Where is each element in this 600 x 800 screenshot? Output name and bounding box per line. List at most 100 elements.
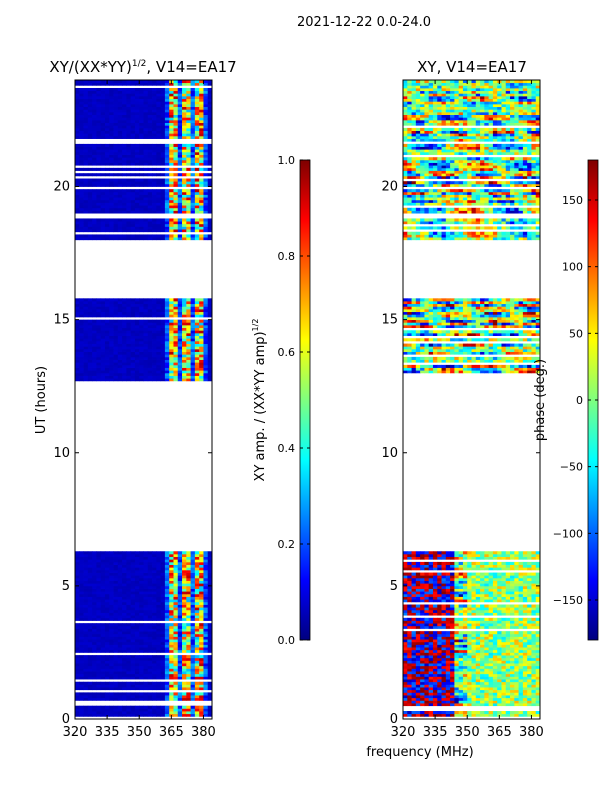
heatmap-cell bbox=[190, 567, 196, 571]
heatmap-cell bbox=[117, 705, 123, 709]
heatmap-cell bbox=[518, 697, 524, 701]
heatmap-cell bbox=[407, 684, 412, 688]
heatmap-cell bbox=[177, 676, 183, 680]
heatmap-cell bbox=[104, 159, 110, 163]
heatmap-cell bbox=[126, 676, 132, 680]
heatmap-cell bbox=[407, 687, 412, 691]
heatmap-cell bbox=[535, 665, 541, 669]
heatmap-cell bbox=[497, 700, 502, 704]
heatmap-cell bbox=[182, 151, 187, 155]
heatmap-cell bbox=[432, 695, 438, 699]
heatmap-cell bbox=[177, 633, 183, 637]
heatmap-cell bbox=[199, 575, 204, 579]
heatmap-cell bbox=[130, 599, 136, 603]
heatmap-cell bbox=[492, 676, 498, 680]
heatmap-cell bbox=[100, 218, 106, 222]
heatmap-cell bbox=[130, 162, 136, 166]
heatmap-cell bbox=[75, 577, 80, 581]
heatmap-cell bbox=[134, 362, 140, 366]
heatmap-cell bbox=[75, 159, 80, 163]
heatmap-cell bbox=[100, 205, 106, 209]
heatmap-cell bbox=[156, 593, 162, 597]
heatmap-cell bbox=[527, 681, 532, 685]
heatmap-cell bbox=[130, 205, 136, 209]
heatmap-cell bbox=[79, 151, 84, 155]
heatmap-cell bbox=[79, 103, 84, 108]
heatmap-cell bbox=[139, 300, 144, 305]
heatmap-cell bbox=[96, 615, 102, 619]
heatmap-cell bbox=[194, 556, 200, 560]
heatmap-cell bbox=[160, 559, 166, 563]
heatmap-cell bbox=[182, 183, 187, 187]
heatmap-cell bbox=[113, 125, 119, 129]
heatmap-cell bbox=[182, 103, 187, 108]
heatmap-cell bbox=[194, 327, 200, 331]
heatmap-cell bbox=[147, 631, 153, 635]
heatmap-cell bbox=[415, 695, 421, 699]
heatmap-cell bbox=[147, 205, 153, 209]
heatmap-cell bbox=[83, 330, 89, 334]
heatmap-cell bbox=[173, 577, 179, 581]
heatmap-cell bbox=[104, 559, 110, 563]
heatmap-cell bbox=[109, 596, 114, 600]
heatmap-cell bbox=[75, 596, 80, 600]
heatmap-cell bbox=[139, 596, 144, 600]
heatmap-cell bbox=[203, 103, 209, 108]
heatmap-cell bbox=[190, 708, 196, 712]
heatmap-cell bbox=[130, 623, 136, 627]
heatmap-cell bbox=[160, 234, 166, 238]
heatmap-cell bbox=[428, 676, 434, 680]
heatmap-cell bbox=[207, 354, 213, 358]
heatmap-cell bbox=[152, 95, 157, 100]
heatmap-cell bbox=[122, 221, 127, 225]
heatmap-cell bbox=[147, 362, 153, 366]
heatmap-cell bbox=[199, 567, 204, 571]
heatmap-cell bbox=[83, 300, 89, 305]
heatmap-cell bbox=[147, 673, 153, 677]
heatmap-cell bbox=[75, 335, 80, 339]
heatmap-cell bbox=[147, 207, 153, 211]
heatmap-cell bbox=[117, 229, 123, 233]
heatmap-cell bbox=[130, 593, 136, 597]
heatmap-cell bbox=[531, 687, 537, 691]
heatmap-cell bbox=[164, 327, 170, 331]
heatmap-cell bbox=[199, 330, 204, 334]
heatmap-cell bbox=[182, 98, 187, 102]
heatmap-cell bbox=[126, 580, 132, 584]
heatmap-cell bbox=[199, 375, 204, 379]
heatmap-cell bbox=[177, 340, 183, 344]
heatmap-cell bbox=[109, 111, 114, 116]
heatmap-cell bbox=[139, 665, 144, 669]
heatmap-cell bbox=[199, 583, 204, 587]
heatmap-cell bbox=[467, 673, 472, 677]
heatmap-cell bbox=[139, 617, 144, 621]
heatmap-cell bbox=[450, 665, 455, 669]
heatmap-cell bbox=[152, 311, 157, 315]
heatmap-cell bbox=[471, 711, 477, 715]
heatmap-cell bbox=[104, 687, 110, 691]
heatmap-cell bbox=[462, 692, 468, 696]
heatmap-cell bbox=[134, 119, 140, 123]
heatmap-cell bbox=[160, 553, 166, 557]
heatmap-cell bbox=[143, 226, 149, 230]
heatmap-cell bbox=[190, 559, 196, 563]
heatmap-cell bbox=[104, 308, 110, 313]
heatmap-cell bbox=[207, 713, 213, 717]
heatmap-cell bbox=[156, 617, 162, 621]
heatmap-cell bbox=[143, 162, 149, 166]
heatmap-cell bbox=[75, 684, 80, 688]
heatmap-cell bbox=[207, 117, 213, 121]
heatmap-cell bbox=[117, 356, 123, 360]
heatmap-cell bbox=[100, 583, 106, 587]
heatmap-cell bbox=[113, 87, 119, 92]
heatmap-cell bbox=[87, 218, 93, 222]
heatmap-cell bbox=[122, 218, 127, 222]
heatmap-cell bbox=[510, 671, 515, 675]
heatmap-cell bbox=[147, 609, 153, 613]
heatmap-cell bbox=[104, 641, 110, 645]
heatmap-cell bbox=[497, 673, 502, 677]
heatmap-cell bbox=[177, 122, 183, 126]
heatmap-cell bbox=[109, 668, 114, 672]
heatmap-cell bbox=[134, 95, 140, 100]
heatmap-cell bbox=[194, 303, 200, 307]
